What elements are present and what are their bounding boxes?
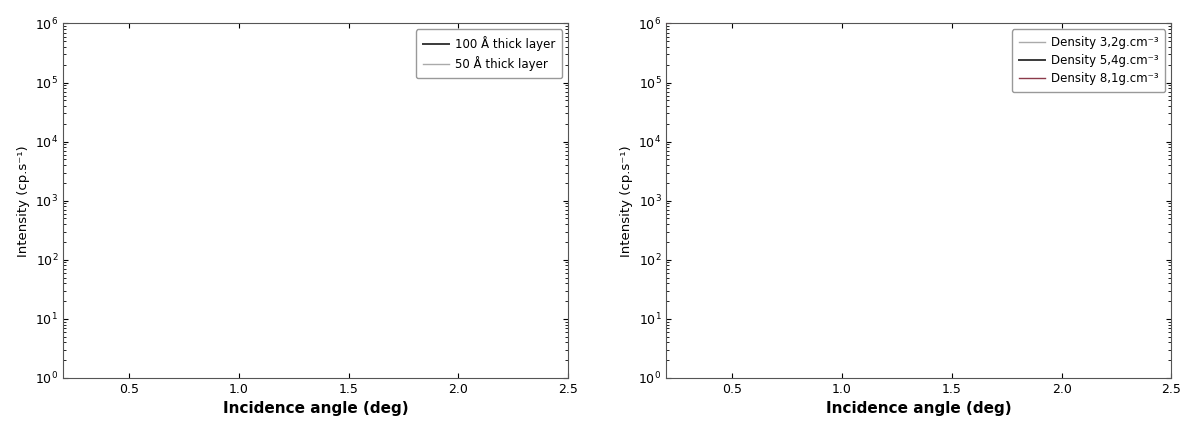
Density 8,1g.cm⁻³ xyxy=(1155,3,1169,8)
Density 8,1g.cm⁻³ xyxy=(1164,3,1179,8)
Density 5,4g.cm⁻³ xyxy=(654,20,668,25)
100 Å thick layer xyxy=(551,3,565,8)
Density 5,4g.cm⁻³ xyxy=(1155,3,1169,8)
50 Å thick layer xyxy=(66,3,80,8)
100 Å thick layer xyxy=(270,3,284,8)
Density 5,4g.cm⁻³ xyxy=(872,3,887,8)
Density 8,1g.cm⁻³ xyxy=(851,3,865,8)
Line: Density 8,1g.cm⁻³: Density 8,1g.cm⁻³ xyxy=(661,6,1172,23)
Line: 100 Å thick layer: 100 Å thick layer xyxy=(59,6,568,23)
Density 3,2g.cm⁻³ xyxy=(851,3,865,8)
100 Å thick layer xyxy=(79,3,93,8)
Density 5,4g.cm⁻³ xyxy=(713,3,727,8)
Density 5,4g.cm⁻³ xyxy=(743,3,757,8)
Y-axis label: Intensity (cp.s⁻¹): Intensity (cp.s⁻¹) xyxy=(17,145,30,256)
Density 3,2g.cm⁻³ xyxy=(1155,3,1169,8)
100 Å thick layer xyxy=(52,20,66,25)
50 Å thick layer xyxy=(247,3,261,8)
100 Å thick layer xyxy=(496,3,510,8)
Y-axis label: Intensity (cp.s⁻¹): Intensity (cp.s⁻¹) xyxy=(619,145,633,256)
X-axis label: Incidence angle (deg): Incidence angle (deg) xyxy=(223,401,409,417)
Density 5,4g.cm⁻³ xyxy=(683,3,697,8)
Density 3,2g.cm⁻³ xyxy=(654,19,668,25)
50 Å thick layer xyxy=(270,3,284,8)
Legend: Density 3,2g.cm⁻³, Density 5,4g.cm⁻³, Density 8,1g.cm⁻³: Density 3,2g.cm⁻³, Density 5,4g.cm⁻³, De… xyxy=(1012,29,1166,92)
Density 5,4g.cm⁻³ xyxy=(851,3,865,8)
50 Å thick layer xyxy=(52,19,66,25)
Density 8,1g.cm⁻³ xyxy=(743,3,757,8)
X-axis label: Incidence angle (deg): Incidence angle (deg) xyxy=(827,401,1011,417)
Legend: 100 Å thick layer, 50 Å thick layer: 100 Å thick layer, 50 Å thick layer xyxy=(416,29,562,78)
50 Å thick layer xyxy=(496,3,510,8)
50 Å thick layer xyxy=(140,3,155,8)
Density 3,2g.cm⁻³ xyxy=(1100,3,1114,8)
Density 8,1g.cm⁻³ xyxy=(654,20,668,25)
100 Å thick layer xyxy=(140,3,155,8)
Density 8,1g.cm⁻³ xyxy=(872,3,887,8)
100 Å thick layer xyxy=(247,3,261,8)
Density 5,4g.cm⁻³ xyxy=(1164,3,1179,8)
Line: Density 3,2g.cm⁻³: Density 3,2g.cm⁻³ xyxy=(661,6,1172,22)
50 Å thick layer xyxy=(561,3,575,8)
Density 5,4g.cm⁻³ xyxy=(1100,3,1114,8)
Density 8,1g.cm⁻³ xyxy=(713,3,727,8)
Line: Density 5,4g.cm⁻³: Density 5,4g.cm⁻³ xyxy=(661,6,1172,23)
50 Å thick layer xyxy=(551,3,565,8)
Density 3,2g.cm⁻³ xyxy=(666,3,680,8)
Density 3,2g.cm⁻³ xyxy=(872,3,887,8)
Density 3,2g.cm⁻³ xyxy=(743,3,757,8)
Line: 50 Å thick layer: 50 Å thick layer xyxy=(59,6,568,22)
100 Å thick layer xyxy=(110,3,125,8)
Density 8,1g.cm⁻³ xyxy=(1100,3,1114,8)
Density 3,2g.cm⁻³ xyxy=(1164,3,1179,8)
Density 3,2g.cm⁻³ xyxy=(713,3,727,8)
100 Å thick layer xyxy=(561,3,575,8)
50 Å thick layer xyxy=(110,3,125,8)
Density 8,1g.cm⁻³ xyxy=(703,3,718,8)
